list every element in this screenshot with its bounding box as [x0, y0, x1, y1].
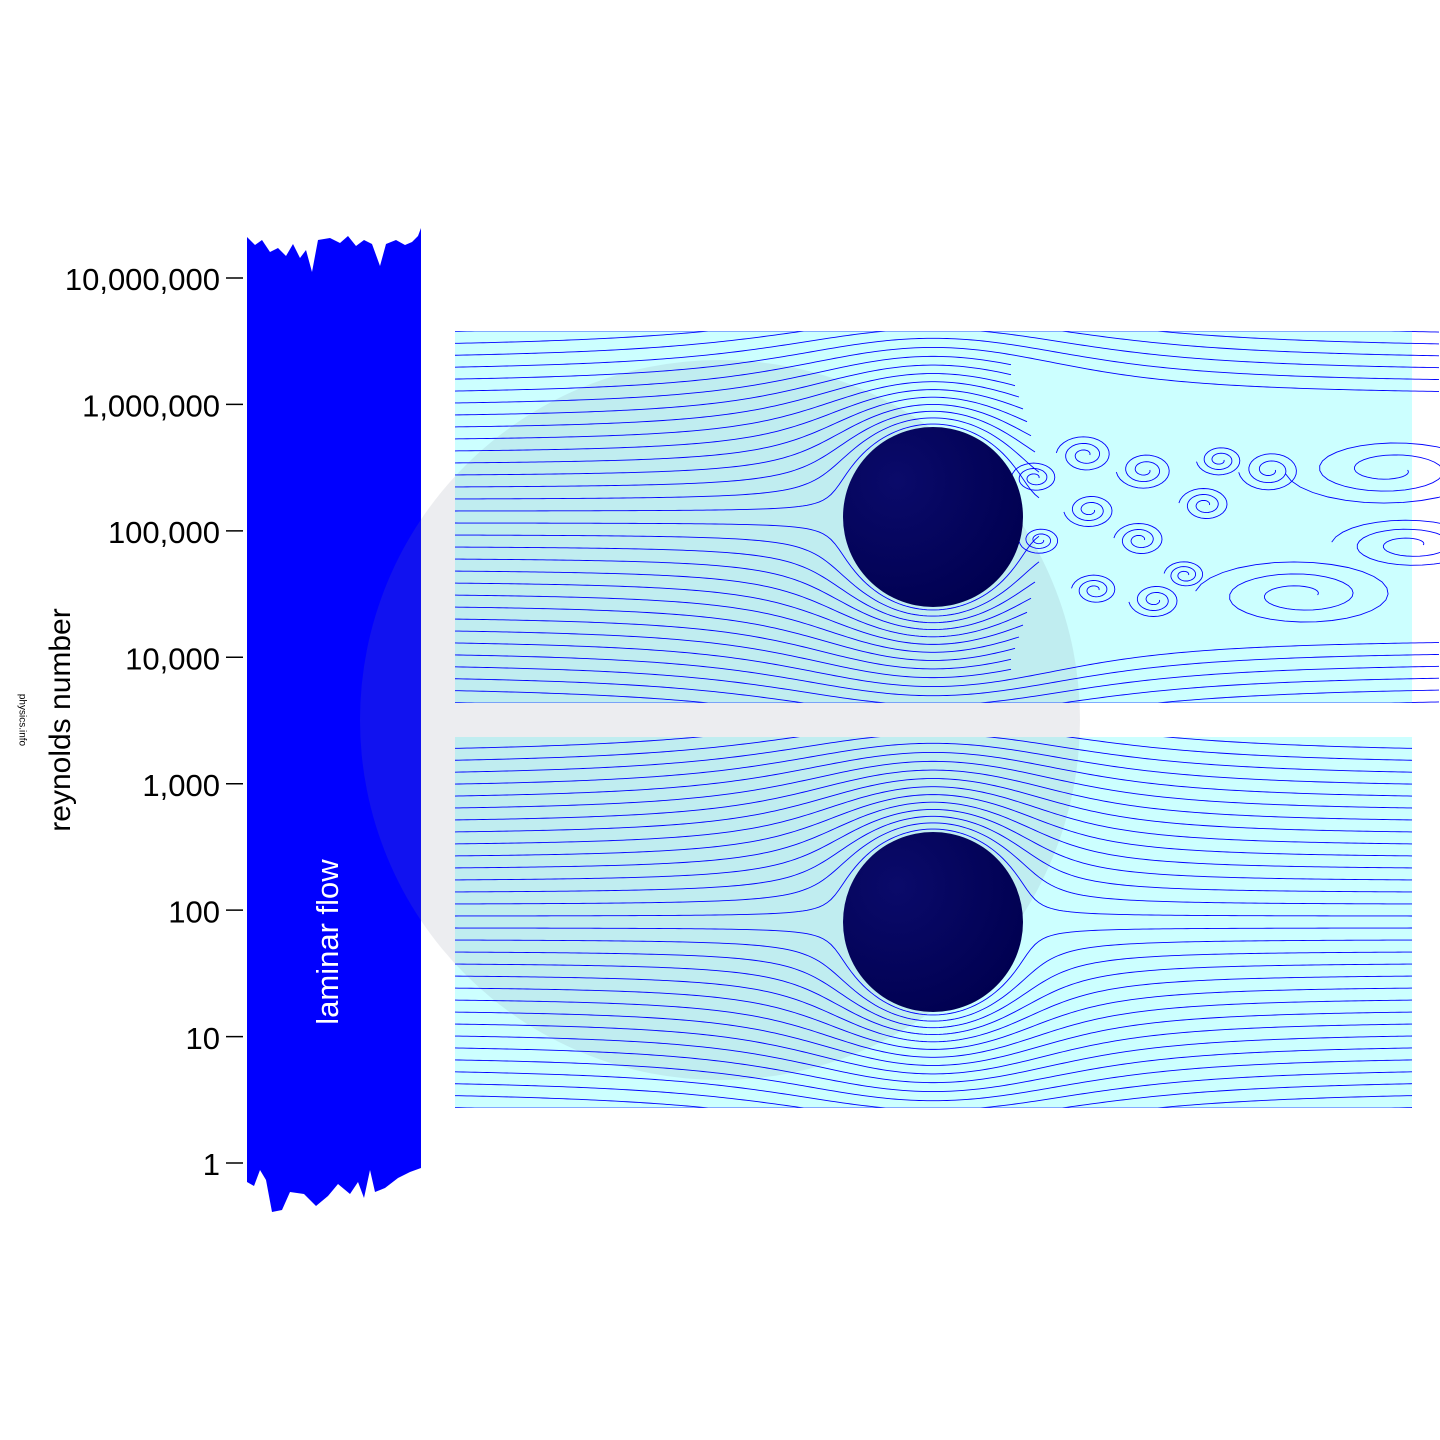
- vortex: [1178, 488, 1228, 519]
- streamline: [455, 778, 1412, 833]
- streamline: [455, 815, 1412, 893]
- streamline: [455, 404, 1032, 476]
- tick-label: 10,000: [125, 641, 220, 676]
- streamline: [455, 396, 1028, 464]
- streamline: [455, 737, 1412, 761]
- streamline: [455, 939, 1412, 1022]
- tick-label: 10,000,000: [65, 262, 220, 297]
- streamline: [455, 1071, 1412, 1108]
- streamline: [455, 423, 1040, 512]
- region-label: laminar flow: [310, 859, 345, 1025]
- streamline: [455, 410, 1036, 488]
- streamline: [455, 927, 1412, 1016]
- streamline: [455, 1035, 1412, 1084]
- vortex: [1285, 442, 1440, 504]
- vortex: [1195, 561, 1389, 623]
- streamline: [455, 331, 1440, 345]
- streamline: [455, 951, 1412, 1029]
- streamline: [455, 355, 1012, 404]
- streamline: [455, 737, 1412, 773]
- streamline: [455, 558, 1032, 630]
- streamlines: [455, 737, 1412, 1108]
- streamline: [455, 331, 1440, 369]
- vortex: [1071, 574, 1116, 603]
- streamline: [455, 751, 1412, 797]
- streamline: [455, 522, 1040, 611]
- tick-label: 1,000: [142, 768, 220, 803]
- tick-label: 1,000,000: [82, 389, 220, 424]
- streamline: [455, 999, 1412, 1058]
- region-label: turbulent flow: [310, 387, 345, 572]
- streamline: [455, 417, 1040, 500]
- vortex: [1055, 436, 1110, 471]
- streamline: [455, 794, 1412, 857]
- streamline: [455, 987, 1412, 1050]
- streamline: [455, 1023, 1412, 1075]
- streamline: [455, 534, 1040, 617]
- streamline: [455, 373, 1016, 428]
- tick-label: 10: [186, 1021, 220, 1056]
- axis-label: reynolds number: [44, 608, 77, 831]
- streamline: [455, 828, 1412, 917]
- cylinder: [843, 832, 1023, 1012]
- vortex: [1011, 462, 1056, 491]
- streamline: [455, 677, 1440, 703]
- streamline: [455, 786, 1412, 845]
- vortex: [1113, 523, 1163, 554]
- streamline: [455, 331, 1440, 357]
- streamline: [455, 346, 1440, 392]
- streamline: [455, 1047, 1412, 1093]
- streamline: [455, 654, 1440, 697]
- vortex: [1163, 561, 1204, 587]
- streamline: [455, 689, 1440, 703]
- streamline: [455, 975, 1412, 1043]
- vortex: [1018, 528, 1059, 554]
- credit: physics.info: [16, 694, 27, 747]
- vortex: [1128, 586, 1178, 617]
- streamline: [455, 606, 1016, 661]
- streamline: [455, 546, 1036, 624]
- streamline: [455, 809, 1412, 881]
- streamline: [455, 742, 1412, 785]
- streamline: [455, 570, 1028, 638]
- streamline: [455, 337, 1440, 380]
- streamline: [455, 1059, 1412, 1102]
- streamline: [455, 642, 1440, 688]
- vortex: [1238, 453, 1297, 491]
- streamline: [455, 381, 1020, 440]
- streamline: [455, 822, 1412, 905]
- streamline: [455, 1095, 1412, 1108]
- streamline: [455, 769, 1412, 821]
- streamline: [455, 331, 1440, 333]
- streamline: [455, 760, 1412, 809]
- streamlines: [455, 331, 1440, 703]
- tick-label: 100,000: [108, 515, 220, 550]
- streamline: [455, 737, 1412, 749]
- streamline: [455, 801, 1412, 869]
- vortex: [1063, 496, 1113, 527]
- vortex: [1331, 519, 1440, 566]
- streamline: [455, 389, 1024, 452]
- vortex: [1115, 454, 1170, 489]
- vortex: [1196, 447, 1241, 476]
- cylinder: [843, 427, 1023, 607]
- streamline: [455, 630, 1012, 679]
- streamline: [455, 1107, 1412, 1108]
- streamline: [455, 618, 1012, 670]
- streamline: [455, 1011, 1412, 1066]
- reynolds-bar: [247, 228, 421, 1212]
- tick-label: 100: [168, 894, 220, 929]
- streamline: [455, 665, 1440, 703]
- tick-label: 1: [203, 1147, 220, 1182]
- streamline: [455, 963, 1412, 1035]
- streamline: [455, 582, 1024, 645]
- streamline: [455, 594, 1020, 653]
- streamline: [455, 1083, 1412, 1108]
- streamline: [455, 364, 1012, 416]
